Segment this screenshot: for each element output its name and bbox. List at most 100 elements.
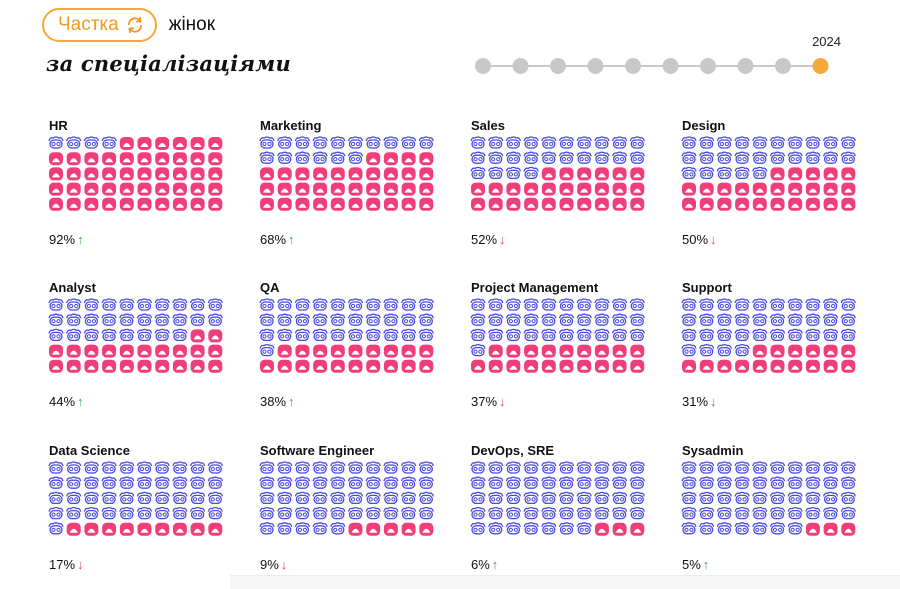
man-icon — [576, 461, 592, 474]
man-icon — [629, 328, 645, 342]
woman-icon — [119, 137, 134, 150]
man-icon — [576, 522, 592, 535]
man-icon — [294, 313, 311, 326]
man-icon — [101, 328, 117, 342]
man-icon — [840, 136, 856, 149]
arrow-up-icon: ↑ — [77, 394, 84, 409]
man-icon — [505, 491, 522, 505]
woman-icon — [612, 344, 627, 358]
woman-icon — [49, 182, 63, 196]
timeline-dot[interactable] — [550, 58, 566, 74]
woman-icon — [330, 167, 345, 181]
man-icon — [347, 506, 364, 520]
man-icon — [769, 136, 786, 149]
timeline-track[interactable] — [474, 56, 834, 76]
man-icon — [752, 522, 768, 535]
man-icon — [383, 136, 399, 149]
arrow-up-icon: ↑ — [702, 557, 710, 572]
woman-icon — [559, 182, 574, 196]
man-icon — [822, 313, 839, 326]
man-icon — [699, 313, 715, 326]
year-timeline[interactable]: 2024 — [474, 34, 841, 76]
woman-icon — [366, 359, 381, 373]
woman-icon — [488, 182, 503, 196]
man-icon — [558, 313, 575, 326]
timeline-dot[interactable] — [625, 58, 641, 74]
category-title: Software Engineer — [260, 443, 375, 458]
man-icon — [523, 136, 539, 149]
pictogram-grid — [48, 461, 223, 536]
timeline-dot-selected[interactable] — [812, 58, 829, 74]
timeline-dot[interactable] — [700, 58, 716, 74]
man-icon — [418, 313, 434, 326]
man-icon — [681, 328, 697, 342]
percentage-value: 17% — [49, 557, 76, 572]
woman-icon — [577, 182, 592, 196]
man-icon — [259, 328, 275, 342]
man-icon — [787, 491, 803, 505]
woman-icon — [419, 197, 434, 211]
woman-icon — [137, 522, 152, 536]
woman-icon — [752, 197, 767, 211]
man-icon — [699, 166, 715, 180]
man-icon — [505, 476, 522, 489]
man-icon — [365, 328, 381, 342]
man-icon — [523, 476, 539, 489]
man-icon — [541, 461, 557, 474]
man-icon — [716, 491, 733, 505]
man-icon — [259, 151, 275, 164]
man-icon — [822, 136, 839, 149]
woman-icon — [770, 197, 785, 211]
man-icon — [787, 298, 803, 311]
man-icon — [470, 506, 486, 520]
woman-icon — [788, 167, 803, 181]
man-icon — [769, 298, 786, 311]
man-icon — [787, 522, 803, 535]
man-icon — [822, 476, 839, 489]
man-icon — [840, 298, 856, 311]
timeline-dot[interactable] — [662, 58, 679, 74]
man-icon — [681, 522, 697, 535]
timeline-dot[interactable] — [512, 58, 529, 74]
woman-icon — [717, 197, 732, 211]
woman-icon — [401, 182, 416, 196]
man-icon — [277, 476, 293, 489]
man-icon — [576, 491, 592, 505]
man-icon — [752, 313, 768, 326]
woman-icon — [788, 182, 803, 196]
man-icon — [48, 461, 64, 474]
woman-icon — [488, 344, 503, 358]
woman-icon — [506, 197, 521, 211]
woman-icon — [630, 344, 645, 358]
woman-icon — [49, 197, 63, 211]
man-icon — [330, 491, 346, 505]
woman-icon — [49, 344, 63, 358]
woman-icon — [506, 182, 521, 196]
woman-icon — [559, 344, 574, 358]
woman-icon — [119, 197, 134, 211]
share-toggle-button[interactable]: Частка — [42, 8, 157, 42]
man-icon — [418, 491, 434, 505]
woman-icon — [119, 522, 134, 536]
woman-icon — [119, 182, 134, 196]
man-icon — [716, 313, 733, 326]
timeline-dot[interactable] — [737, 58, 754, 74]
timeline-dot[interactable] — [587, 58, 604, 74]
man-icon — [189, 298, 206, 311]
man-icon — [523, 522, 539, 535]
timeline-dot[interactable] — [475, 58, 491, 74]
man-icon — [576, 136, 592, 149]
man-icon — [734, 461, 750, 474]
man-icon — [787, 313, 803, 326]
man-icon — [505, 151, 522, 164]
woman-icon — [172, 197, 187, 211]
man-icon — [576, 506, 592, 520]
woman-icon — [823, 522, 838, 536]
timeline-dot[interactable] — [775, 58, 791, 74]
man-icon — [66, 491, 82, 505]
woman-icon — [190, 137, 205, 150]
woman-icon — [102, 167, 117, 181]
man-icon — [48, 506, 64, 520]
woman-icon — [383, 359, 398, 373]
arrow-down-icon: ↓ — [77, 557, 84, 572]
